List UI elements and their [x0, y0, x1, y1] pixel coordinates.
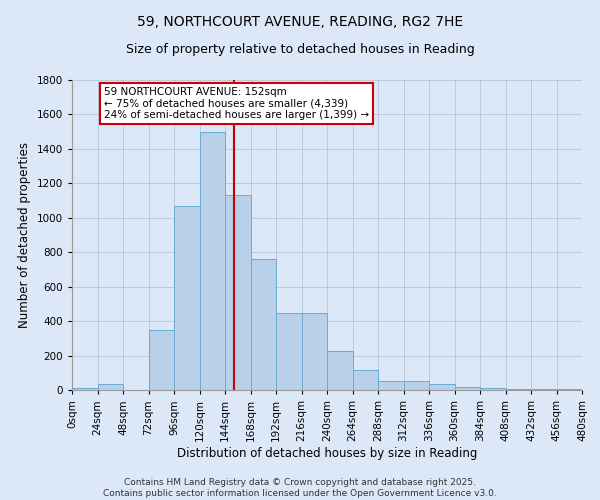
- Bar: [505, 388, 531, 390]
- Bar: [72, 388, 97, 390]
- Bar: [97, 384, 123, 390]
- Bar: [327, 351, 353, 390]
- Bar: [455, 386, 480, 390]
- Bar: [429, 384, 455, 390]
- Text: Size of property relative to detached houses in Reading: Size of property relative to detached ho…: [125, 42, 475, 56]
- Text: 59, NORTHCOURT AVENUE, READING, RG2 7HE: 59, NORTHCOURT AVENUE, READING, RG2 7HE: [137, 15, 463, 29]
- Bar: [531, 389, 557, 390]
- Bar: [225, 196, 251, 390]
- Text: 59 NORTHCOURT AVENUE: 152sqm
← 75% of detached houses are smaller (4,339)
24% of: 59 NORTHCOURT AVENUE: 152sqm ← 75% of de…: [104, 87, 369, 120]
- Bar: [174, 206, 199, 390]
- X-axis label: Distribution of detached houses by size in Reading: Distribution of detached houses by size …: [177, 446, 477, 460]
- Bar: [404, 382, 429, 390]
- Bar: [302, 314, 327, 390]
- Bar: [378, 380, 404, 390]
- Bar: [276, 312, 302, 390]
- Bar: [480, 388, 505, 390]
- Bar: [149, 330, 174, 390]
- Bar: [251, 259, 276, 390]
- Bar: [199, 132, 225, 390]
- Y-axis label: Number of detached properties: Number of detached properties: [18, 142, 31, 328]
- Bar: [353, 370, 378, 390]
- Text: Contains HM Land Registry data © Crown copyright and database right 2025.
Contai: Contains HM Land Registry data © Crown c…: [103, 478, 497, 498]
